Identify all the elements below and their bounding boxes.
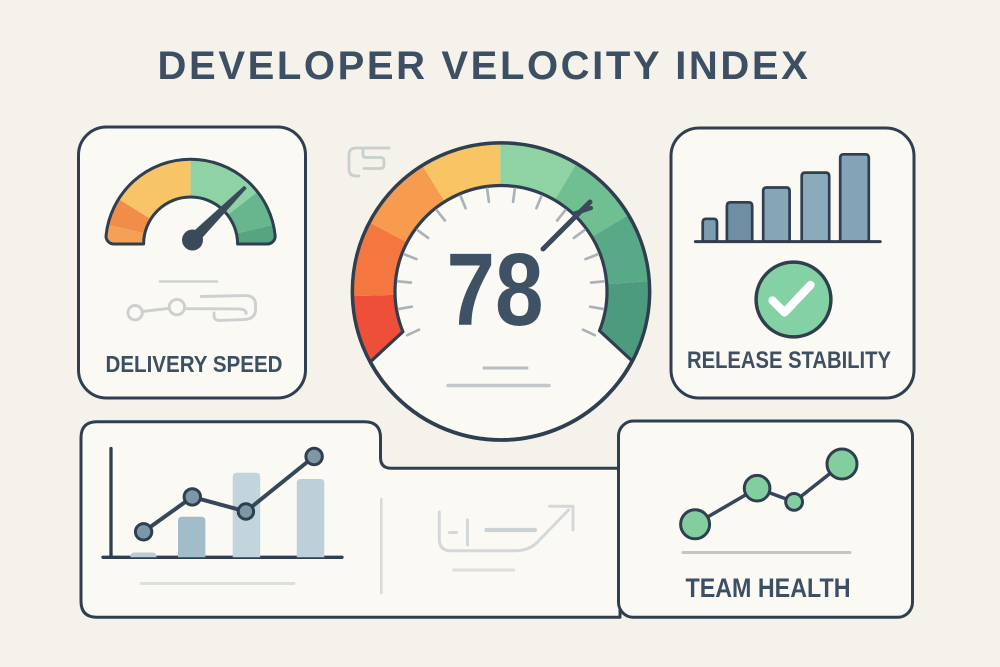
svg-text:RELEASE STABILITY: RELEASE STABILITY: [687, 347, 891, 374]
svg-text:78: 78: [447, 232, 544, 347]
svg-text:DEVELOPER VELOCITY INDEX: DEVELOPER VELOCITY INDEX: [158, 44, 811, 88]
svg-text:TEAM HEALTH: TEAM HEALTH: [686, 573, 851, 603]
svg-text:DELIVERY SPEED: DELIVERY SPEED: [106, 351, 283, 377]
